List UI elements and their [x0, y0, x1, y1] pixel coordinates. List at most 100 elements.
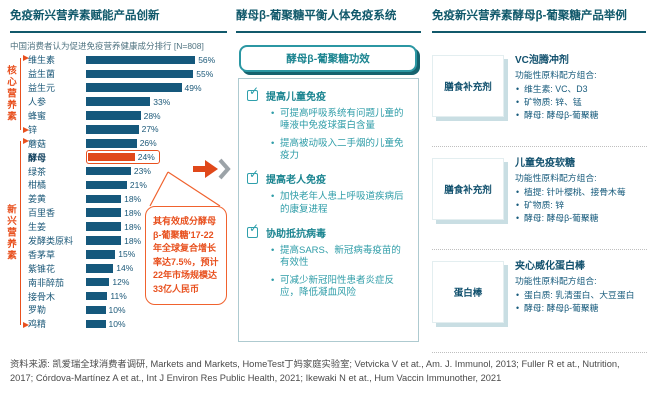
chart-bar — [86, 291, 108, 301]
chart-bar — [88, 152, 135, 162]
benefit-heading-row: 提高老人免疫 — [247, 167, 410, 186]
chart-bar-group: 28% — [86, 111, 161, 121]
benefit-heading: 提高儿童免疫 — [266, 92, 326, 103]
chart-bar-group: 10% — [86, 319, 126, 329]
chart-category-label: 柑橘 — [28, 180, 47, 191]
chart-category-label: 维生素 — [28, 55, 56, 66]
chart-value-label: 33% — [153, 96, 171, 107]
benefit-bullet: 可减少新冠阳性患者炎症反应，降低凝血风险 — [271, 275, 410, 300]
benefit-bullet: 提高被动吸入二手烟的儿童免疫力 — [271, 138, 410, 163]
chart-bar-group: 18% — [86, 194, 141, 204]
chart-bar — [86, 125, 139, 134]
chart-value-label: 23% — [133, 166, 151, 177]
chart-row: 鸡精 10% — [28, 317, 228, 331]
right-panel-title: 免疫新兴营养素酵母β-葡聚糖产品举例 — [432, 10, 646, 33]
chart-category-label: 百里香 — [28, 208, 56, 219]
chart-value-label: 12% — [112, 277, 130, 288]
benefit-bullet: 加快老年人患上呼吸道疾病后的康复进程 — [271, 191, 410, 216]
product-ingredient: 植提: 针叶樱桃、接骨木莓 — [515, 186, 647, 199]
chart-row: 香茅草 15% — [28, 247, 228, 261]
chart-bar — [86, 69, 194, 79]
chart-row: 南非醉茄 12% — [28, 275, 228, 289]
checkbox-checked-icon — [247, 167, 259, 185]
chart-bar-group: 14% — [86, 263, 133, 273]
chart-bar-group: 55% — [86, 69, 213, 79]
nutrient-group-label: 新兴营养素 — [3, 204, 17, 262]
chart-bar-group: 15% — [86, 249, 135, 259]
benefit-section: 提高儿童免疫可提高呼吸系统有问题儿童的唾液中免疫球蛋白含量提高被动吸入二手烟的儿… — [247, 84, 410, 162]
chart-category-label: 蘑菇 — [28, 138, 47, 149]
chart-bar — [86, 250, 116, 259]
chart-bar-group-highlight: 24% — [86, 150, 160, 165]
chart-row: 酵母 24% — [28, 150, 228, 165]
left-panel-subtitle: 中国消费者认为促进免疫营养健康成分排行 [N=808] — [10, 41, 204, 51]
product-category-badge: 蛋白棒 — [432, 261, 504, 323]
chart-row: 生姜 18% — [28, 220, 228, 234]
chart-value-label: 24% — [137, 152, 155, 163]
chart-category-label: 酵母 — [28, 152, 47, 163]
chart-bar — [86, 194, 122, 204]
product-category-badge: 膳食补充剂 — [432, 158, 504, 220]
chart-category-label: 紫锥花 — [28, 263, 56, 274]
chart-bar — [86, 55, 196, 65]
benefit-bullet: 提高SARS、新冠病毒疫苗的有效性 — [271, 245, 410, 270]
callout-pointer-lines — [149, 171, 221, 207]
benefit-bullets: 可提高呼吸系统有问题儿童的唾液中免疫球蛋白含量提高被动吸入二手烟的儿童免疫力 — [271, 108, 410, 162]
benefit-section: 协助抵抗病毒提高SARS、新冠病毒疫苗的有效性可减少新冠阳性患者炎症反应，降低凝… — [247, 221, 410, 300]
chart-row: 益生元 49% — [28, 81, 228, 95]
chart-row: 锌 27% — [28, 122, 228, 136]
chart-value-label: 10% — [108, 304, 126, 315]
chart-row: 百里香 18% — [28, 206, 228, 220]
chart-category-label: 蜂蜜 — [28, 111, 47, 121]
source-citations: 资料来源: 凯爱瑞全球消费者调研, Markets and Markets, H… — [10, 359, 620, 384]
chart-value-label: 18% — [124, 207, 142, 218]
chart-bar-group: 26% — [86, 138, 157, 148]
chart-value-label: 18% — [124, 193, 142, 204]
chart-category-label: 接骨木 — [28, 291, 56, 302]
chart-value-label: 15% — [118, 249, 136, 260]
product-ingredient: 蛋白质: 乳清蛋白、大豆蛋白 — [515, 289, 647, 302]
chart-value-label: 49% — [184, 82, 202, 93]
chart-bar-group: 18% — [86, 208, 141, 218]
product-ingredient: 维生素: VC、D3 — [515, 83, 647, 96]
chart-bar — [86, 180, 127, 190]
chart-value-label: 26% — [139, 138, 157, 149]
benefits-box: 提高儿童免疫可提高呼吸系统有问题儿童的唾液中免疫球蛋白含量提高被动吸入二手烟的儿… — [238, 78, 419, 342]
chart-bar — [86, 83, 182, 92]
benefit-bullets: 加快老年人患上呼吸道疾病后的康复进程 — [271, 191, 410, 216]
benefit-sections: 提高儿童免疫可提高呼吸系统有问题儿童的唾液中免疫球蛋白含量提高被动吸入二手烟的儿… — [247, 84, 410, 300]
product-ingredient: 酵母: 酵母β-葡聚糖 — [515, 212, 647, 225]
chart-category-label: 生姜 — [28, 222, 47, 233]
market-size-callout: 其有效成分酵母β-葡聚糖'17-22年全球复合增长率达7.5%，预计22年市场规… — [145, 206, 227, 305]
checkbox-checked-icon — [247, 84, 259, 101]
chart-category-label: 香茅草 — [28, 249, 56, 260]
chart-row: 益生菌 55% — [28, 67, 228, 81]
chart-value-label: 14% — [116, 263, 134, 274]
product-ingredient: 矿物质: 锌、锰 — [515, 96, 647, 109]
product-category-badge: 膳食补充剂 — [432, 55, 504, 117]
chart-value-label: 18% — [124, 235, 142, 246]
chart-bar-group: 10% — [86, 305, 126, 315]
chart-value-label: 18% — [124, 221, 142, 232]
chart-bar — [86, 264, 114, 273]
chart-category-label: 罗勒 — [28, 305, 47, 316]
chart-bar-group: 18% — [86, 236, 141, 246]
nutrient-group-bracket: 核心营养素 — [3, 54, 29, 134]
benefit-heading: 协助抵抗病毒 — [266, 229, 326, 241]
chart-value-label: 10% — [108, 318, 126, 329]
chart-row: 接骨木 11% — [28, 289, 228, 303]
chart-bar — [86, 208, 122, 217]
nutrient-bar-chart: 维生素 56% 益生菌 55% 益生元 49% 人参 33% 蜂蜜 28% 锌 27% 蘑菇 26% 酵母 2… — [28, 53, 228, 331]
chart-row: 维生素 56% — [28, 53, 228, 67]
chart-value-label: 21% — [129, 179, 147, 190]
middle-panel-title: 酵母β-葡聚糖平衡人体免疫系统 — [236, 10, 421, 33]
chart-row: 蜂蜜 28% — [28, 109, 228, 123]
benefit-section: 提高老人免疫加快老年人患上呼吸道疾病后的康复进程 — [247, 167, 410, 216]
chart-bar-group: 27% — [86, 124, 159, 134]
chart-row: 发酵类原料 18% — [28, 234, 228, 248]
chart-bar — [86, 305, 106, 315]
